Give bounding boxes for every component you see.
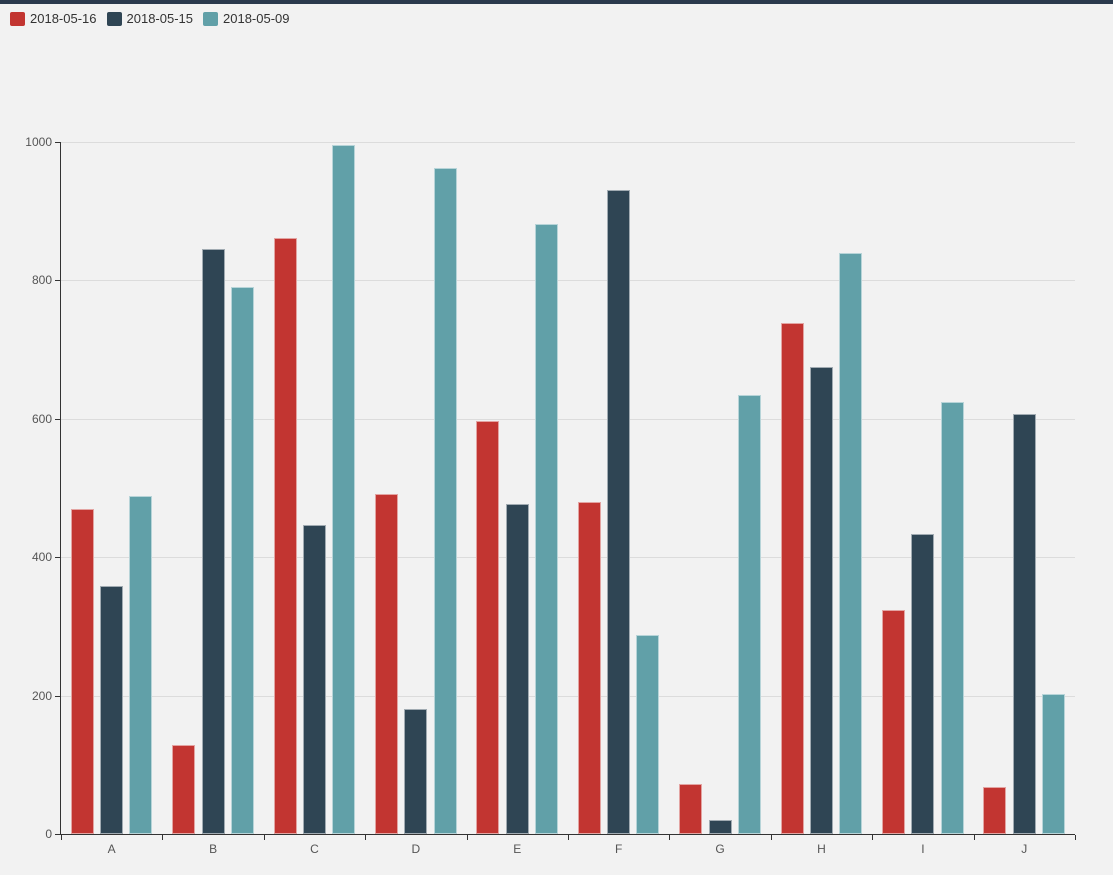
bar-2018-05-09-D[interactable] [433,168,457,834]
x-axis-label-F: F [615,842,623,856]
y-axis-label: 600 [31,411,52,426]
y-axis-tick [55,418,60,420]
bar-2018-05-15-I[interactable] [911,534,935,834]
x-axis-line [60,834,1075,835]
bar-2018-05-15-G[interactable] [708,820,732,834]
bar-2018-05-15-B[interactable] [201,249,225,834]
x-axis-label-B: B [209,842,218,856]
bar-2018-05-09-E[interactable] [535,224,558,834]
y-axis-tick [55,557,60,559]
bar-2018-05-09-C[interactable] [332,145,356,834]
bar-2018-05-09-G[interactable] [737,395,761,834]
legend-swatch-icon [10,11,25,26]
y-axis-label: 200 [31,688,52,703]
chart-legend: 2018-05-16 2018-05-15 2018-05-09 [10,11,290,26]
bar-2018-05-09-B[interactable] [230,287,254,834]
bar-2018-05-09-A[interactable] [129,496,153,834]
y-axis-label: 1000 [25,135,52,149]
bar-2018-05-16-J[interactable] [983,787,1007,834]
bar-2018-05-09-F[interactable] [636,635,660,834]
bar-2018-05-15-D[interactable] [404,709,428,834]
bar-2018-05-15-A[interactable] [100,586,124,834]
x-axis-label-I: I [921,842,925,856]
legend-swatch-icon [203,11,218,26]
top-accent-bar [0,0,1113,4]
bar-2018-05-16-E[interactable] [476,421,500,834]
x-axis-tick [61,835,62,840]
y-axis-label: 800 [31,273,52,288]
bar-2018-05-09-H[interactable] [839,253,863,834]
bar-2018-05-15-E[interactable] [505,504,529,834]
legend-swatch-icon [106,11,122,26]
legend-item-2018-05-16[interactable]: 2018-05-16 [10,11,97,26]
bar-2018-05-15-H[interactable] [809,367,833,834]
gridline-200 [61,695,1075,697]
x-axis-tick [263,835,265,840]
x-axis-tick [365,835,367,840]
gridline-800 [61,280,1075,282]
bar-2018-05-16-C[interactable] [273,238,297,834]
legend-item-2018-05-09[interactable]: 2018-05-09 [203,11,290,26]
y-axis-tick [55,834,60,835]
bar-2018-05-15-F[interactable] [607,190,631,834]
x-axis-label-H: H [817,842,826,856]
gridline-400 [61,557,1075,559]
x-axis-label-C: C [310,842,319,856]
legend-label: 2018-05-09 [223,11,290,26]
gridline-600 [61,418,1075,420]
bar-2018-05-16-H[interactable] [780,323,804,834]
x-axis-label-E: E [513,842,522,856]
gridline-1000 [61,142,1075,143]
bar-2018-05-16-I[interactable] [882,610,905,834]
bar-2018-05-16-G[interactable] [679,784,703,834]
bar-2018-05-16-B[interactable] [172,745,196,834]
bar-2018-05-16-A[interactable] [70,509,94,834]
bar-2018-05-09-J[interactable] [1042,694,1065,834]
x-axis-tick [770,835,772,840]
y-axis-label: 400 [31,550,52,565]
y-axis-label: 0 [45,827,52,841]
legend-label: 2018-05-15 [126,11,194,26]
x-axis-tick [872,835,874,840]
x-axis-tick [669,835,671,840]
x-axis-label-J: J [1021,842,1028,856]
x-axis-label-A: A [107,842,116,856]
y-axis-tick [55,142,60,143]
bar-2018-05-16-F[interactable] [577,502,601,834]
legend-label: 2018-05-16 [30,11,97,26]
bar-2018-05-16-D[interactable] [375,494,398,834]
bar-2018-05-15-J[interactable] [1012,414,1036,834]
legend-item-2018-05-15[interactable]: 2018-05-15 [106,11,194,26]
x-axis-tick [568,835,569,840]
bar-2018-05-15-C[interactable] [302,525,326,834]
x-axis-label-G: G [715,842,725,856]
bar-2018-05-09-I[interactable] [940,402,964,834]
y-axis-line [60,142,61,834]
x-axis-tick [466,835,468,840]
y-axis-tick [55,280,60,282]
x-axis-label-D: D [411,842,421,856]
x-axis-tick [162,835,164,840]
x-axis-tick [1075,835,1076,840]
y-axis-tick [55,695,60,697]
x-axis-tick [973,835,975,840]
